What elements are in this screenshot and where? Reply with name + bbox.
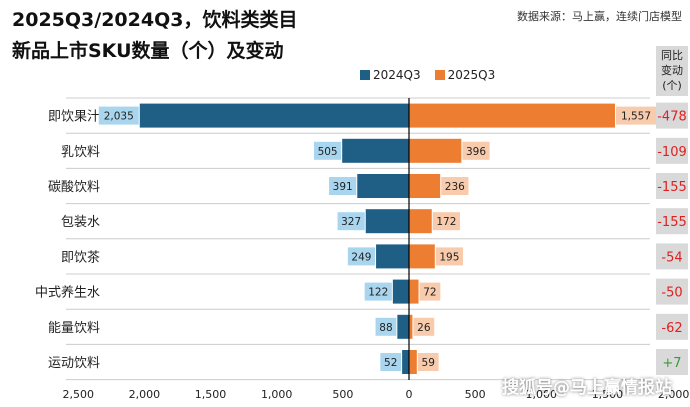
bar-2024: [342, 138, 409, 163]
bar-2024: [365, 209, 409, 234]
value-label-bg-2025: [462, 141, 490, 160]
yoy-change-value: -54: [661, 250, 682, 265]
value-label-2024: 505: [318, 146, 338, 158]
category-label: 乳饮料: [61, 145, 100, 160]
yoy-change-bg: [656, 243, 688, 270]
yoy-change-bg: [656, 278, 688, 305]
value-label-2025: 72: [423, 287, 436, 299]
yoy-change-bg: [656, 173, 688, 199]
yoy-change-value: +7: [662, 356, 681, 371]
value-label-2025: 1,557: [621, 111, 651, 123]
yoy-change-header: 同比 变动 (个): [656, 46, 688, 96]
value-label-bg-2025: [432, 212, 460, 231]
value-label-bg-2025: [417, 353, 439, 371]
value-label-bg-2024: [98, 106, 139, 125]
category-label: 能量饮料: [48, 321, 100, 336]
x-tick-label: 2,000: [658, 388, 690, 401]
value-label-bg-2024: [329, 177, 357, 195]
yoy-change-value: -50: [661, 286, 682, 301]
value-label-2024: 122: [368, 287, 388, 299]
bar-2025: [409, 209, 432, 234]
legend-item-2025: 2025Q3: [434, 68, 496, 82]
bar-2025: [409, 138, 462, 163]
value-label-2025: 195: [439, 251, 459, 263]
value-label-2025: 172: [436, 216, 456, 228]
data-source-note: 数据来源：马上赢，连续门店模型: [517, 10, 682, 23]
x-tick-label: 1,500: [195, 388, 227, 401]
value-label-bg-2025: [413, 317, 435, 336]
bar-2025: [409, 350, 417, 374]
legend-swatch-2025: [434, 70, 445, 80]
yoy-header-line2: 变动: [661, 64, 683, 77]
x-tick-label: 500: [465, 388, 486, 401]
bar-2025: [409, 314, 413, 339]
value-label-2024: 391: [333, 181, 353, 193]
yoy-header-line1: 同比: [661, 49, 683, 62]
value-label-bg-2025: [419, 282, 441, 301]
x-tick-label: 2,500: [63, 388, 95, 401]
bar-2025: [409, 174, 441, 198]
value-label-2024: 249: [351, 251, 371, 263]
legend-item-2024: 2024Q3: [360, 68, 421, 82]
legend-label-2024: 2024Q3: [373, 68, 421, 82]
chart-title-line2: 新品上市SKU数量（个）及变动: [12, 40, 284, 62]
bar-2025: [409, 103, 615, 128]
category-label: 即饮果汁: [48, 110, 100, 125]
value-label-bg-2024: [337, 212, 365, 231]
yoy-change-value: -109: [657, 145, 687, 160]
yoy-change-value: -478: [657, 110, 687, 125]
value-label-bg-2024: [313, 141, 342, 160]
bar-2025: [409, 279, 419, 304]
yoy-change-bg: [656, 208, 688, 235]
legend: 2024Q3 2025Q3: [360, 68, 495, 82]
bar-2025: [409, 244, 435, 269]
value-label-bg-2025: [615, 106, 656, 125]
yoy-change-value: -155: [657, 215, 687, 230]
yoy-header-line3: (个): [662, 79, 682, 92]
bar-2024: [392, 279, 409, 304]
value-label-2025: 59: [422, 357, 435, 369]
x-tick-label: 1,000: [526, 388, 558, 401]
bar-2024: [139, 103, 409, 128]
value-label-2025: 396: [466, 146, 486, 158]
bar-2024: [397, 314, 409, 339]
x-tick-label: 1,000: [261, 388, 293, 401]
yoy-change-bg: [656, 102, 688, 129]
value-label-bg-2025: [435, 247, 463, 266]
x-tick-label: 500: [332, 388, 353, 401]
value-label-bg-2024: [347, 247, 376, 266]
yoy-change-bg: [656, 313, 688, 340]
category-label: 碳酸饮料: [48, 180, 100, 195]
legend-swatch-2024: [360, 70, 370, 80]
category-label: 包装水: [61, 215, 100, 230]
value-label-bg-2025: [441, 177, 469, 195]
yoy-change-value: -62: [661, 321, 682, 336]
bar-2024: [402, 350, 409, 374]
chart-title-line1: 2025Q3/2024Q3，饮料类类目: [12, 9, 298, 31]
x-tick-label: 0: [406, 388, 413, 401]
value-label-bg-2024: [380, 353, 402, 371]
value-label-2024: 88: [379, 322, 392, 334]
value-label-bg-2024: [364, 282, 392, 301]
category-label: 运动饮料: [48, 356, 100, 371]
yoy-change-value: -155: [657, 180, 687, 195]
value-label-2025: 26: [417, 322, 431, 334]
value-label-bg-2024: [375, 317, 397, 336]
value-label-2024: 2,035: [104, 111, 134, 123]
category-label: 即饮茶: [61, 249, 100, 265]
category-label: 中式养生水: [35, 285, 100, 301]
yoy-change-bg: [656, 349, 688, 375]
value-label-2024: 327: [341, 216, 361, 228]
x-tick-label: 2,000: [129, 388, 161, 401]
bar-2024: [376, 244, 409, 269]
watermark: 搜狐号@马上赢情报站: [502, 378, 672, 398]
value-label-2024: 52: [384, 357, 397, 369]
value-label-2025: 236: [445, 181, 465, 193]
bar-2024: [357, 174, 409, 198]
x-tick-label: 1,500: [592, 388, 624, 401]
legend-label-2025: 2025Q3: [447, 68, 496, 82]
yoy-change-bg: [656, 137, 688, 164]
